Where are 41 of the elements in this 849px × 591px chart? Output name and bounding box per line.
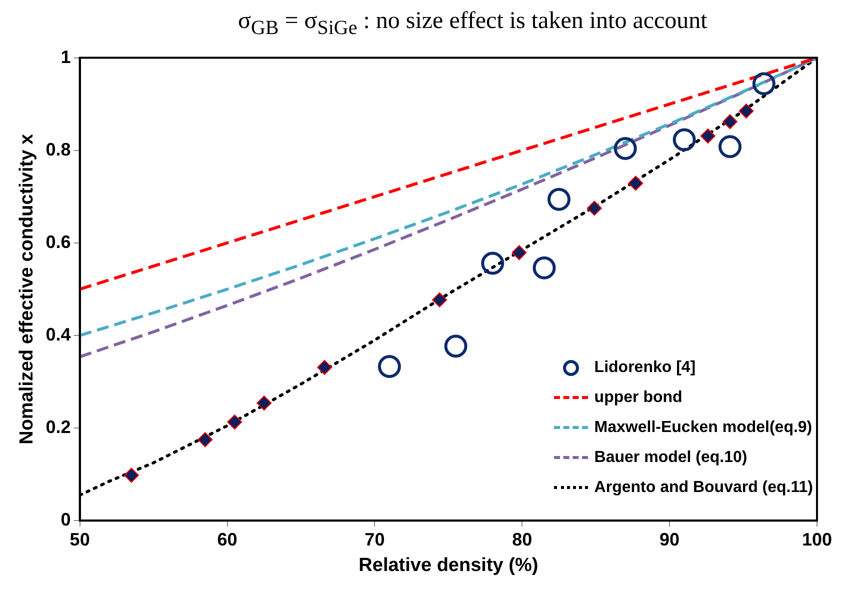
point [512, 245, 527, 260]
y-tick-label: 0.6 [46, 232, 71, 252]
x-tick-label: 90 [660, 529, 680, 550]
x-tick-label: 70 [364, 529, 385, 550]
point [532, 256, 556, 280]
y-tick-label: 0 [60, 510, 71, 530]
y-tick-label: 1 [60, 46, 71, 67]
x-tick-label: 60 [217, 529, 238, 550]
legend-label: Bauer model (eq.10) [593, 448, 748, 468]
point [227, 414, 242, 430]
point [317, 360, 332, 375]
legend-label: Lidorenko [4] [593, 358, 697, 378]
point [124, 468, 139, 483]
point [198, 432, 213, 448]
y-axis-title: Nomalized effective conductivity x [16, 134, 38, 444]
point [432, 292, 448, 308]
y-tick-label: 0.4 [46, 324, 71, 344]
point [256, 396, 272, 411]
point [378, 354, 401, 378]
point [586, 200, 602, 216]
legend-label: upper bond [593, 388, 684, 408]
x-tick-label: 50 [70, 529, 90, 550]
x-tick-label: 80 [512, 529, 532, 550]
point [738, 104, 754, 119]
point [547, 188, 570, 211]
point [722, 114, 738, 130]
legend-label: Maxwell-Eucken model(eq.9) [593, 418, 813, 438]
point [718, 135, 742, 158]
y-tick-label: 0.2 [46, 417, 71, 438]
legend-label: Argento and Bouvard (eq.11) [593, 478, 813, 498]
point [481, 252, 504, 275]
point [614, 137, 637, 160]
point [700, 128, 716, 144]
y-tick-label: 0.8 [46, 139, 71, 160]
chart-title: σ$_{GB}$ = σ$_{SiGe}$ : no size effect is taken into account [237, 8, 708, 41]
x-tick-label: 100 [802, 529, 832, 550]
point [628, 176, 644, 191]
point [672, 128, 696, 152]
point [444, 334, 468, 358]
point [752, 72, 776, 96]
x-axis-title: Relative density (%) [358, 554, 538, 576]
